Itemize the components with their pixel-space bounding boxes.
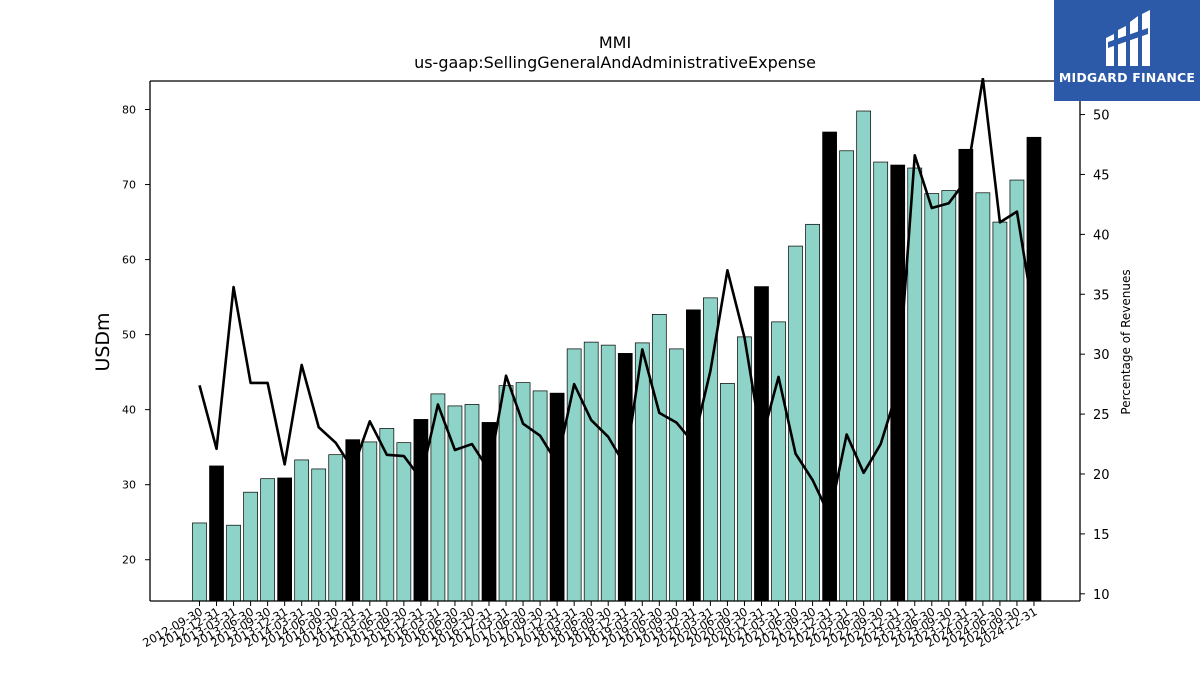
y2-tick-label-25: 25 <box>1093 408 1110 423</box>
y2-tick-label-10: 10 <box>1093 588 1110 603</box>
bar-2016-09-30 <box>464 404 480 602</box>
y-tick-label-20: 20 <box>122 554 136 567</box>
bar-2019-12-31 <box>686 309 701 602</box>
bar-2023-06-30 <box>924 193 940 602</box>
y-tick-label-40: 40 <box>122 404 136 417</box>
y2-tick-label-15: 15 <box>1093 528 1110 543</box>
bar-2017-12-31 <box>549 392 565 602</box>
y-axis-label: USDm <box>92 312 114 371</box>
brand-logo: MIDGARD FINANCE <box>1054 0 1200 101</box>
y2-tick-label-30: 30 <box>1093 348 1110 363</box>
bar-2018-09-30 <box>600 344 616 602</box>
bar-2022-09-30 <box>873 161 889 602</box>
bar-2022-03-31 <box>839 150 854 602</box>
bar-2024-06-30 <box>992 221 1008 602</box>
bar-2014-03-31 <box>294 459 310 602</box>
y-tick-label-50: 50 <box>122 329 136 342</box>
bar-2015-09-30 <box>396 442 412 602</box>
y2-tick-label-50: 50 <box>1093 109 1110 124</box>
y-tick-label-80: 80 <box>122 104 136 117</box>
bar-2019-06-30 <box>651 314 667 602</box>
line-group <box>198 78 1036 518</box>
y-tick-label-70: 70 <box>122 179 136 192</box>
bar-2013-09-30 <box>260 478 275 602</box>
bar-2015-12-31 <box>413 419 429 602</box>
bar-2018-06-30 <box>583 341 599 602</box>
axes-group: 203040506070801015202530354045502012-09-… <box>122 80 1110 650</box>
bar-2021-09-30 <box>805 223 820 602</box>
bar-2018-12-31 <box>617 353 633 602</box>
bar-2021-06-30 <box>788 245 803 602</box>
bar-2013-03-31 <box>226 524 241 602</box>
bar-2024-12-31 <box>1026 136 1042 602</box>
bar-2014-06-30 <box>311 468 327 602</box>
bar-2020-06-30 <box>720 383 735 602</box>
bar-2017-03-31 <box>498 385 514 602</box>
y2-tick-label-20: 20 <box>1093 468 1110 483</box>
bar-2024-03-31 <box>975 192 991 602</box>
y-tick-label-30: 30 <box>122 479 136 492</box>
y-tick-label-60: 60 <box>122 254 136 267</box>
bar-2022-06-30 <box>856 110 872 602</box>
chart-subtitle: us-gaap:SellingGeneralAndAdministrativeE… <box>414 53 816 72</box>
bar-2020-09-30 <box>737 336 752 602</box>
y2-tick-label-40: 40 <box>1093 228 1110 243</box>
chart-title: MMI <box>599 33 631 52</box>
bar-2021-03-31 <box>771 321 786 602</box>
midgard-logo-icon <box>1106 10 1150 66</box>
bar-2012-12-31 <box>209 465 224 602</box>
bar-2023-09-30 <box>941 190 957 602</box>
bar-2015-03-31 <box>362 441 378 602</box>
bar-2019-09-30 <box>668 348 684 602</box>
bar-2023-12-31 <box>958 148 974 602</box>
bar-2014-09-30 <box>328 454 344 602</box>
bar-2013-12-31 <box>277 477 292 602</box>
y2-axis-label: Percentage of Revenues <box>1119 269 1133 414</box>
y2-tick-label-45: 45 <box>1093 168 1110 183</box>
bar-2017-06-30 <box>515 382 531 602</box>
brand-name: MIDGARD FINANCE <box>1058 70 1196 85</box>
series-line-percentage <box>198 78 1036 518</box>
y2-tick-label-35: 35 <box>1093 288 1110 303</box>
bar-2021-12-31 <box>822 131 837 602</box>
bar-2012-09-30 <box>192 522 207 602</box>
bar-2020-12-31 <box>754 286 769 602</box>
bar-2013-06-30 <box>243 491 258 602</box>
bar-2017-09-30 <box>532 390 548 602</box>
